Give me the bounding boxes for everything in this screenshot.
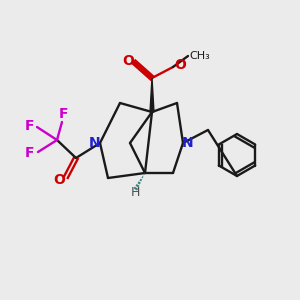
Text: N: N bbox=[182, 136, 194, 150]
Text: H: H bbox=[130, 185, 140, 199]
Polygon shape bbox=[150, 78, 154, 112]
Text: F: F bbox=[24, 119, 34, 133]
Text: CH₃: CH₃ bbox=[190, 51, 210, 61]
Text: O: O bbox=[174, 58, 186, 72]
Text: O: O bbox=[53, 173, 65, 187]
Text: O: O bbox=[122, 54, 134, 68]
Text: F: F bbox=[58, 107, 68, 121]
Text: F: F bbox=[25, 146, 35, 160]
Text: N: N bbox=[89, 136, 101, 150]
